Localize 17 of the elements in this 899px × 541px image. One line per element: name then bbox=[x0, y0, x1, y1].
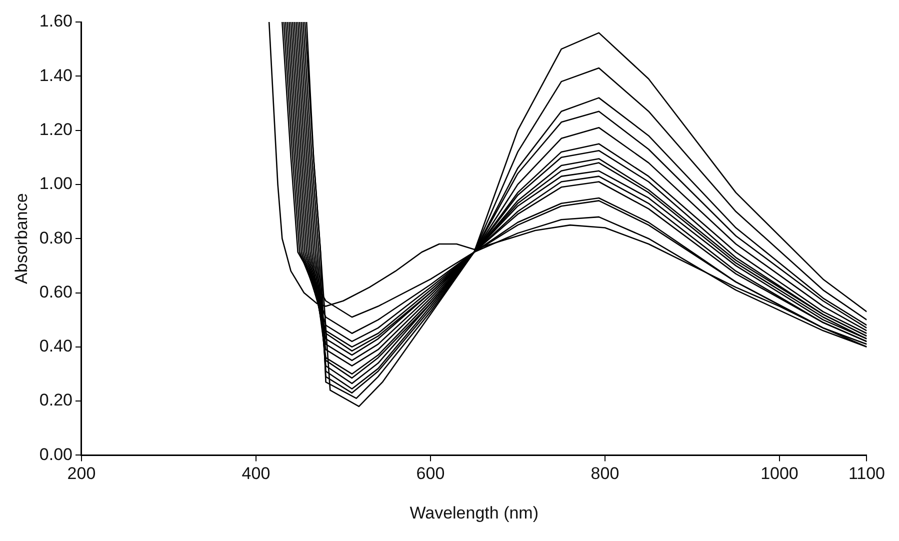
x-tick-label: 1100 bbox=[848, 464, 886, 484]
x-tick-label: 1000 bbox=[760, 464, 798, 484]
y-tick-label: 0.40 bbox=[39, 336, 72, 356]
y-tick-label: 1.40 bbox=[39, 66, 72, 85]
x-tick-label: 800 bbox=[590, 464, 620, 484]
y-tick-label: 1.00 bbox=[39, 174, 72, 194]
y-tick-label: 0.80 bbox=[39, 228, 72, 248]
y-tick-label: 1.60 bbox=[39, 12, 72, 31]
x-tick-label: 200 bbox=[67, 464, 96, 484]
y-tick-label: 0.20 bbox=[39, 390, 72, 410]
y-tick-label: 0.00 bbox=[39, 444, 72, 464]
y-tick-label: 1.20 bbox=[39, 120, 72, 139]
x-axis-title: Wavelength (nm) bbox=[410, 503, 539, 522]
y-tick-label: 0.60 bbox=[39, 282, 72, 302]
x-tick-label: 400 bbox=[242, 464, 270, 484]
y-axis-title: Absorbance bbox=[12, 193, 31, 284]
x-tick-label: 600 bbox=[416, 464, 445, 484]
